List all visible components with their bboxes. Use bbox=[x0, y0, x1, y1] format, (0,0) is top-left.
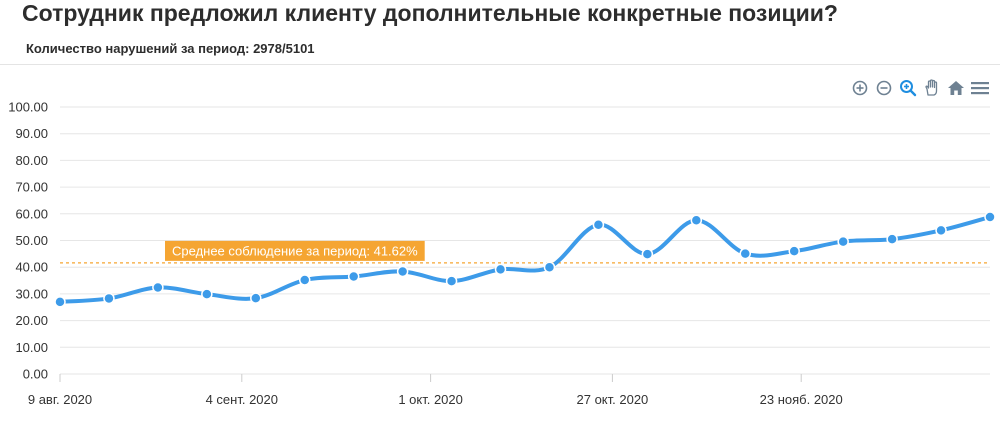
data-point[interactable] bbox=[152, 281, 164, 294]
y-tick-label: 40.00 bbox=[15, 260, 48, 275]
data-point[interactable] bbox=[347, 270, 360, 283]
pan-hand-icon[interactable] bbox=[922, 78, 942, 98]
data-point[interactable] bbox=[494, 263, 507, 276]
x-tick-label: 27 окт. 2020 bbox=[577, 392, 649, 407]
y-tick-label: 30.00 bbox=[15, 286, 48, 301]
data-point[interactable] bbox=[543, 261, 556, 273]
data-point[interactable] bbox=[739, 247, 752, 260]
menu-icon[interactable] bbox=[970, 78, 990, 98]
data-point[interactable] bbox=[984, 211, 996, 223]
data-point[interactable] bbox=[837, 235, 849, 248]
data-points bbox=[54, 211, 996, 308]
data-point[interactable] bbox=[298, 274, 311, 286]
card-divider bbox=[0, 64, 1000, 65]
data-point[interactable] bbox=[54, 296, 66, 308]
home-reset-icon[interactable] bbox=[946, 78, 966, 98]
data-point[interactable] bbox=[592, 218, 605, 231]
page-title: Сотрудник предложил клиенту дополнительн… bbox=[22, 0, 838, 26]
average-line-group: Среднее соблюдение за период: 41.62% bbox=[60, 240, 990, 264]
data-point[interactable] bbox=[935, 224, 947, 237]
data-point[interactable] bbox=[641, 248, 654, 260]
x-tick-label: 4 сент. 2020 bbox=[206, 392, 278, 407]
series-line bbox=[58, 215, 992, 304]
y-tick-label: 10.00 bbox=[15, 340, 48, 355]
violations-count: Количество нарушений за период: 2978/510… bbox=[26, 41, 315, 56]
y-tick-label: 80.00 bbox=[15, 153, 48, 168]
series-line-group bbox=[58, 215, 992, 304]
average-label-text: Среднее соблюдение за период: 41.62% bbox=[172, 243, 418, 258]
data-point[interactable] bbox=[201, 288, 213, 300]
data-point[interactable] bbox=[103, 292, 115, 305]
y-tick-label: 70.00 bbox=[15, 180, 48, 195]
y-tick-label: 20.00 bbox=[15, 313, 48, 328]
data-point[interactable] bbox=[788, 245, 800, 257]
zoom-out-icon[interactable] bbox=[874, 78, 894, 98]
data-point[interactable] bbox=[250, 292, 262, 304]
y-tick-label: 60.00 bbox=[15, 206, 48, 221]
data-point[interactable] bbox=[396, 265, 409, 278]
average-label: Среднее соблюдение за период: 41.62% bbox=[165, 240, 425, 261]
x-tick-label: 1 окт. 2020 bbox=[398, 392, 463, 407]
x-tick-label: 9 авг. 2020 bbox=[28, 392, 92, 407]
y-axis: 0.00 10.00 20.00 30.00 40.00 50.00 60.00 70.00 8… bbox=[8, 100, 48, 382]
data-point[interactable] bbox=[886, 233, 898, 245]
chart-toolbar bbox=[850, 78, 990, 98]
y-tick-label: 0.00 bbox=[23, 367, 48, 382]
y-tick-label: 50.00 bbox=[15, 233, 48, 248]
x-tick-label: 23 нояб. 2020 bbox=[760, 392, 843, 407]
zoom-select-icon[interactable] bbox=[898, 78, 918, 98]
y-tick-label: 100.00 bbox=[8, 100, 48, 115]
x-axis: 9 авг. 2020 4 сент. 2020 1 окт. 2020 27 окт… bbox=[28, 374, 843, 407]
zoom-in-icon[interactable] bbox=[850, 78, 870, 98]
data-point[interactable] bbox=[445, 275, 458, 287]
average-label-bg bbox=[165, 240, 425, 261]
y-tick-label: 90.00 bbox=[15, 126, 48, 141]
data-point[interactable] bbox=[690, 214, 703, 226]
